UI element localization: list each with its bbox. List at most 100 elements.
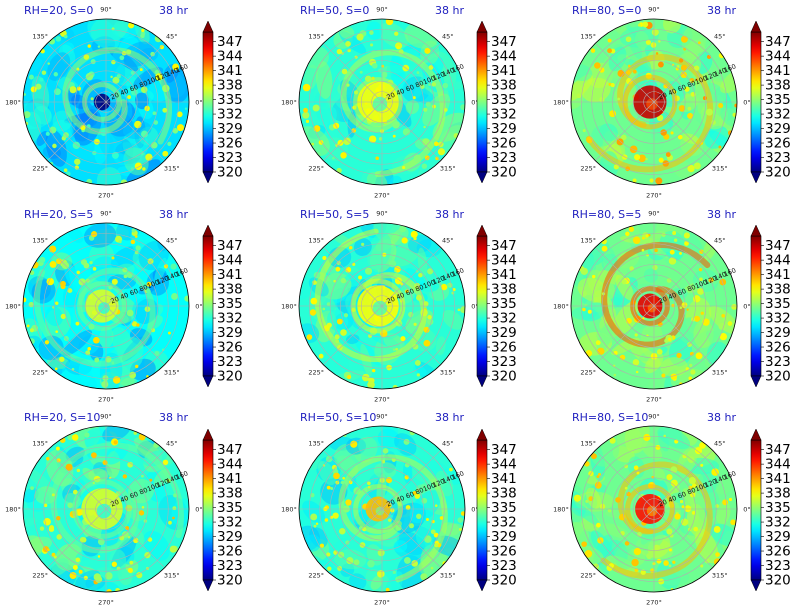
convective-cell [339,527,346,535]
convective-cell [721,313,726,318]
convective-cell [326,485,331,490]
colorbar-tick-label: 338 [491,486,517,502]
angular-tick-label: 135° [32,237,48,245]
convective-cell [668,257,677,265]
convective-cell [663,560,669,566]
convective-cell [123,274,128,279]
colorbar-tick-label: 347 [217,34,243,50]
field-patch [339,26,355,39]
convective-cell [28,74,34,80]
convective-cell [394,277,402,285]
convective-cell [336,167,342,174]
convective-cell [616,138,624,146]
field-patch [695,528,719,564]
radial-tick-label: 80 [686,486,697,497]
convective-cell [95,575,103,583]
convective-cell [674,439,679,444]
convective-cell [43,503,48,508]
convective-cell [625,36,632,43]
convective-cell [172,63,180,71]
convective-cell [596,522,601,528]
colorbar-tick-label: 320 [217,165,243,181]
convective-cell [418,272,423,278]
colorbar-tick-label: 338 [217,282,243,298]
colorbar-extend-min [476,579,488,592]
convective-cell [655,52,659,55]
convective-cell [146,281,152,287]
convective-cell [685,367,690,371]
field-patch [571,74,594,101]
convective-cell [30,486,34,490]
convective-cell [111,561,118,567]
colorbar-gradient [202,439,214,581]
convective-cell [690,91,696,97]
convective-cell [49,261,57,268]
convective-cell [734,103,737,108]
convective-cell [152,111,157,116]
convective-cell [55,446,60,451]
angular-grid-line [653,450,713,510]
convective-cell [367,560,375,568]
field-patch [366,232,392,271]
convective-cell [597,347,605,355]
colorbar-tick-label: 332 [491,515,517,531]
convective-cell [617,69,625,78]
colorbar-tick-label: 347 [217,238,243,254]
angular-tick-label: 180° [281,303,297,311]
angular-tick-label: 45° [442,440,454,448]
angular-tick-label: 225° [308,368,324,376]
convective-cell [92,150,97,156]
colorbar-tick-label: 326 [491,340,517,356]
convective-cell [150,141,158,149]
angular-grid-line [105,101,165,161]
convective-cell [658,157,664,163]
convective-cell [607,38,612,43]
convective-cell [662,160,670,167]
convective-cell [666,528,673,535]
field-patch [442,309,464,330]
convective-cell [640,569,646,575]
convective-cell [671,303,675,308]
convective-cell [392,120,400,129]
convective-cell [63,34,68,39]
convective-cell [155,73,163,81]
colorbar-tick-label: 323 [765,558,791,574]
convective-cell [412,96,416,100]
panel-title: RH=80, S=10 [572,411,648,424]
convective-cell [705,108,713,116]
polar-panel: 0°45°90°135°180°225°270°315°204060801001… [281,411,517,607]
convective-cell [55,301,59,305]
angular-tick-label: 90° [376,413,388,421]
colorbar-extend-min [202,375,214,388]
convective-cell [631,558,639,567]
convective-cell [324,518,329,522]
convective-cell [56,258,62,265]
convective-cell [423,107,428,112]
convective-cell [306,334,313,340]
angular-tick-label: 315° [440,368,456,376]
angular-tick-label: 135° [308,440,324,448]
convective-cell [451,291,455,295]
angular-tick-label: 135° [32,440,48,448]
angular-tick-label: 45° [714,33,726,41]
colorbar-tick-label: 326 [217,340,243,356]
convective-cell [392,570,396,575]
angular-tick-label: 180° [553,506,569,514]
angular-tick-label: 225° [32,368,48,376]
convective-cell [382,448,389,454]
colorbar-tick-label: 341 [217,471,243,487]
convective-cell [427,318,434,325]
colorbar-tick-label: 332 [217,311,243,327]
convective-cell [150,51,155,57]
colorbar-tick-label: 344 [491,253,517,269]
radial-tick-label: 60 [405,83,416,94]
theta-field [299,19,465,185]
convective-cell [39,526,45,531]
convective-cell [580,267,588,275]
convective-cell [130,239,135,245]
convective-cell [45,131,50,136]
colorbar-tick-label: 326 [491,544,517,560]
radial-tick-label: 20 [657,91,668,102]
